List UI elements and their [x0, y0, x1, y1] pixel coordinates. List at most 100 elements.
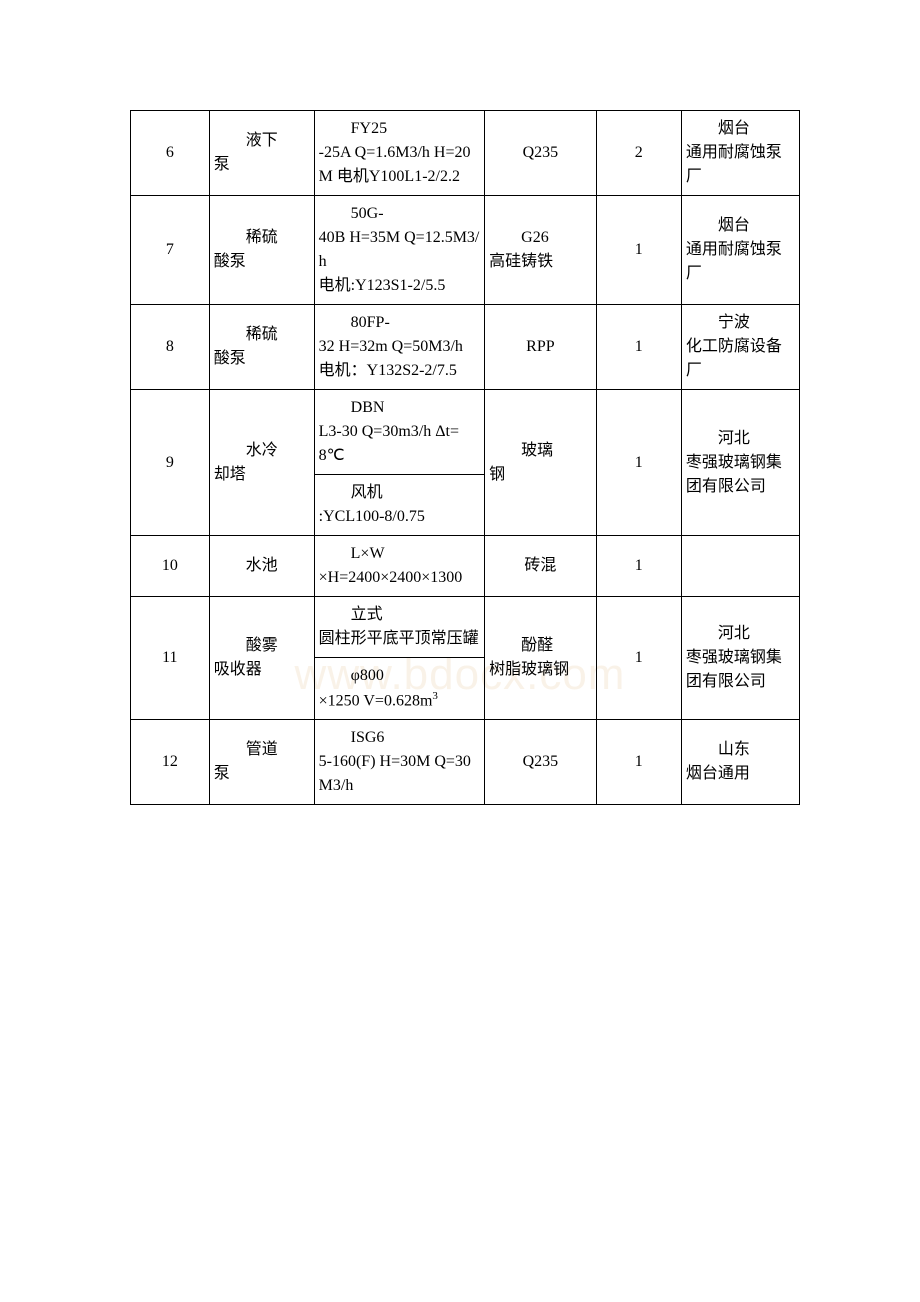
text: 酸泵	[214, 253, 246, 270]
text: 风机	[319, 481, 481, 505]
text: 枣强玻璃钢集团有限公司	[686, 649, 782, 690]
cell-num: 6	[131, 111, 210, 196]
text: L×W	[319, 542, 481, 566]
cell-name: 管道泵	[209, 720, 314, 805]
cell-material: 玻璃钢	[485, 390, 597, 536]
text: 50G-	[319, 202, 481, 226]
cell-num: 9	[131, 390, 210, 536]
cell-qty: 1	[596, 536, 681, 597]
text: 酸雾	[214, 634, 310, 658]
cell-name: 稀硫酸泵	[209, 196, 314, 305]
text: 烟台	[686, 214, 795, 238]
table-row: 11 酸雾吸收器 立式圆柱形平底平顶常压罐 φ800 ×1250 V=0.628m…	[131, 597, 800, 720]
text: 5-160(F) H=30M Q=30M3/h	[319, 753, 471, 794]
cell-material: 砖混	[485, 536, 597, 597]
text: 酸泵	[214, 350, 246, 367]
cell-material: Q235	[485, 720, 597, 805]
spec-bottom: φ800 ×1250 V=0.628m3	[315, 658, 485, 719]
text: 稀硫	[214, 226, 310, 250]
text: 烟台通用	[686, 765, 750, 782]
text: 钢	[489, 466, 505, 483]
cell-name: 稀硫酸泵	[209, 305, 314, 390]
text: 泵	[214, 765, 230, 782]
cell-num: 7	[131, 196, 210, 305]
cell-spec: FY25 -25A Q=1.6M3/h H=20M 电机Y100L1-2/2.2	[314, 111, 485, 196]
cell-num: 12	[131, 720, 210, 805]
text: 吸收器	[214, 661, 262, 678]
table-row: 7 稀硫酸泵 50G- 40B H=35M Q=12.5M3/h 电机:Y123S…	[131, 196, 800, 305]
text: 山东	[686, 738, 795, 762]
text: 管道	[214, 738, 310, 762]
text: ×H=2400×2400×1300	[319, 569, 463, 586]
cell-qty: 1	[596, 597, 681, 720]
text: ISG6	[319, 726, 481, 750]
text: 泵	[214, 156, 230, 173]
cell-spec: 80FP-32 H=32m Q=50M3/h 电机：Y132S2-2/7.5	[314, 305, 485, 390]
superscript: 3	[432, 690, 438, 702]
cell-name: 酸雾吸收器	[209, 597, 314, 720]
cell-name: 水池	[209, 536, 314, 597]
cell-material: Q235	[485, 111, 597, 196]
text: 枣强玻璃钢集团有限公司	[686, 454, 782, 495]
cell-qty: 1	[596, 305, 681, 390]
cell-qty: 2	[596, 111, 681, 196]
text: 水冷	[214, 439, 310, 463]
text: 通用耐腐蚀泵厂	[686, 144, 782, 185]
text: 树脂玻璃钢	[489, 661, 569, 678]
cell-manufacturer: 山东烟台通用	[681, 720, 799, 805]
cell-num: 10	[131, 536, 210, 597]
text: 圆柱形平底平顶常压罐	[319, 630, 479, 647]
table-row: 9 水冷却塔 DBN L3-30 Q=30m3/h Δt=8℃ 风机:YCL100…	[131, 390, 800, 536]
spec-top: DBN L3-30 Q=30m3/h Δt=8℃	[315, 390, 485, 475]
cell-manufacturer: 河北枣强玻璃钢集团有限公司	[681, 597, 799, 720]
equipment-table: 6 液下泵 FY25 -25A Q=1.6M3/h H=20M 电机Y100L1-…	[130, 110, 800, 805]
cell-manufacturer: 烟台通用耐腐蚀泵厂	[681, 196, 799, 305]
text: 32 H=32m Q=50M3/h 电机：Y132S2-2/7.5	[319, 338, 463, 379]
text: G26	[489, 226, 592, 250]
cell-num: 8	[131, 305, 210, 390]
text: 稀硫	[214, 323, 310, 347]
cell-qty: 1	[596, 196, 681, 305]
text: 高硅铸铁	[489, 253, 553, 270]
cell-spec: ISG6 5-160(F) H=30M Q=30M3/h	[314, 720, 485, 805]
spec-top: 立式圆柱形平底平顶常压罐	[315, 597, 485, 658]
text: ×1250 V=0.628m	[319, 692, 433, 709]
text: -25A Q=1.6M3/h H=20M 电机Y100L1-2/2.2	[319, 144, 471, 185]
text: 液下	[214, 129, 310, 153]
cell-material: 酚醛树脂玻璃钢	[485, 597, 597, 720]
table-row: 10 水池 L×W ×H=2400×2400×1300 砖混 1	[131, 536, 800, 597]
cell-manufacturer: 河北枣强玻璃钢集团有限公司	[681, 390, 799, 536]
text: 烟台	[686, 117, 795, 141]
cell-spec: 50G- 40B H=35M Q=12.5M3/h 电机:Y123S1-2/5.5	[314, 196, 485, 305]
cell-manufacturer: 烟台通用耐腐蚀泵厂	[681, 111, 799, 196]
text: 却塔	[214, 466, 246, 483]
cell-num: 11	[131, 597, 210, 720]
table-row: 8 稀硫酸泵 80FP-32 H=32m Q=50M3/h 电机：Y132S2-…	[131, 305, 800, 390]
text: L3-30 Q=30m3/h Δt=8℃	[319, 423, 459, 464]
text: 玻璃	[489, 439, 592, 463]
cell-name: 液下泵	[209, 111, 314, 196]
cell-qty: 1	[596, 390, 681, 536]
cell-name: 水冷却塔	[209, 390, 314, 536]
cell-manufacturer	[681, 536, 799, 597]
text: 化工防腐设备厂	[686, 338, 782, 379]
spec-bottom: 风机:YCL100-8/0.75	[315, 475, 485, 535]
page: www.bdocx.com 6 液下泵 FY25-25A Q=1.6M3/h H…	[0, 0, 920, 915]
table-row: 6 液下泵 FY25 -25A Q=1.6M3/h H=20M 电机Y100L1-…	[131, 111, 800, 196]
text: FY25	[319, 117, 481, 141]
cell-material: RPP	[485, 305, 597, 390]
text: DBN	[319, 396, 481, 420]
text: 40B H=35M Q=12.5M3/h 电机:Y123S1-2/5.5	[319, 229, 480, 294]
text: φ800	[319, 664, 481, 688]
text: 宁波	[686, 311, 795, 335]
text: 河北	[686, 622, 795, 646]
table-row: 12 管道泵 ISG65-160(F) H=30M Q=30M3/h Q235 …	[131, 720, 800, 805]
cell-spec: DBN L3-30 Q=30m3/h Δt=8℃ 风机:YCL100-8/0.75	[314, 390, 485, 536]
cell-spec: 立式圆柱形平底平顶常压罐 φ800 ×1250 V=0.628m3	[314, 597, 485, 720]
cell-spec: L×W ×H=2400×2400×1300	[314, 536, 485, 597]
text: 通用耐腐蚀泵厂	[686, 241, 782, 282]
cell-manufacturer: 宁波化工防腐设备厂	[681, 305, 799, 390]
cell-qty: 1	[596, 720, 681, 805]
text: 酚醛	[489, 634, 592, 658]
text: 河北	[686, 427, 795, 451]
